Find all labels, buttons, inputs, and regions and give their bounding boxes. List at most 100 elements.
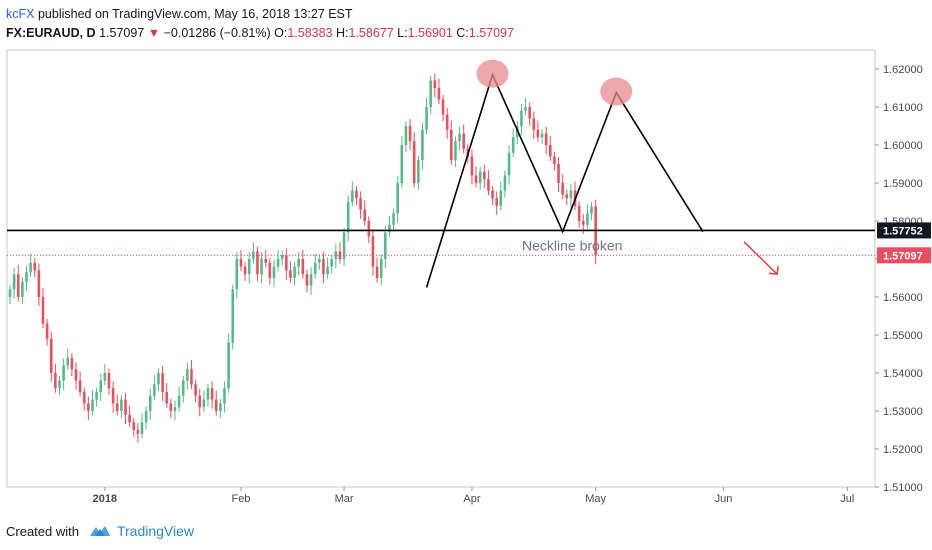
y-tick-label: 1.59000 (883, 178, 923, 190)
published-text: published on TradingView.com, May 16, 20… (37, 7, 353, 21)
candle-body (285, 255, 288, 271)
candle-body (198, 395, 202, 408)
neckline-price-marker-box (877, 222, 931, 239)
double-top-path (425, 72, 704, 288)
created-with-text: Created with (6, 523, 79, 539)
candle-body (243, 266, 247, 275)
plot-frame (6, 49, 876, 488)
candle-body (297, 259, 300, 267)
candle-body (25, 272, 28, 282)
candle-body (29, 262, 32, 273)
candle-body (289, 270, 292, 278)
candle-body (557, 164, 560, 183)
candle-body (227, 342, 230, 389)
x-tick-label: Apr (463, 493, 480, 505)
candle-body (111, 388, 115, 404)
candle-body (528, 107, 531, 119)
y-tick-label: 1.55000 (883, 330, 923, 342)
x-tick-label: Jun (715, 493, 733, 505)
candle-body (549, 145, 552, 157)
y-tick-label: 1.60000 (883, 140, 923, 152)
candle-body (181, 380, 185, 396)
candle-body (318, 259, 321, 263)
candle-body (165, 392, 169, 404)
y-tick-label: 1.62000 (883, 64, 923, 76)
candle-body (247, 259, 251, 275)
candle-body (8, 289, 12, 297)
candle-body (309, 274, 313, 286)
candle-body (520, 110, 523, 126)
candle-body (330, 259, 333, 267)
candle-body (503, 175, 507, 191)
candle-body (206, 388, 210, 400)
candle-body (437, 88, 441, 100)
candle-body (487, 179, 490, 191)
down-arrow-line (743, 241, 778, 275)
candle-body (41, 297, 45, 324)
chart-header: kcFX published on TradingView.com, May 1… (6, 5, 514, 43)
candle-body (375, 266, 379, 278)
candle-body (561, 183, 564, 195)
author-name[interactable]: kcFX (6, 7, 35, 21)
last-price: 1.57097 (99, 26, 145, 40)
candle-body (433, 80, 437, 88)
candle-body (417, 160, 420, 183)
candle-body (577, 205, 581, 221)
tradingview-brand-link[interactable]: TradingView (116, 523, 195, 539)
candle-body (507, 152, 511, 176)
candle-body (379, 259, 383, 278)
candle-body (363, 209, 366, 221)
candle-body (355, 190, 358, 199)
x-tick-label: Feb (231, 493, 250, 505)
y-tick-label: 1.52000 (883, 444, 923, 456)
tradingview-logo-icon (89, 526, 110, 536)
y-tick-label: 1.53000 (883, 406, 923, 418)
candle-body (132, 422, 136, 430)
candle-body (478, 171, 482, 183)
candle-body (120, 399, 123, 411)
candle-body (87, 403, 90, 411)
candle-body (441, 99, 445, 115)
candle-body (256, 251, 259, 275)
symbol-label[interactable]: FX:EURAUD, D (6, 26, 96, 40)
candle-body (186, 369, 189, 381)
candle-body (214, 399, 218, 411)
x-tick-label: 2018 (93, 493, 117, 505)
candle-body (91, 399, 94, 411)
candle-body (70, 357, 74, 370)
candle-body (553, 156, 556, 164)
candle-body (235, 259, 239, 290)
down-arrow-head (769, 266, 779, 276)
y-tick-label: 1.51000 (883, 482, 923, 494)
candle-body (177, 395, 181, 408)
open-value: 1.58383 (287, 26, 333, 40)
candle-body (21, 281, 24, 297)
candle-body (532, 118, 536, 130)
candle-body (128, 414, 131, 423)
candle-body (483, 171, 486, 180)
candle-body (388, 224, 391, 233)
y-tick-label: 1.56000 (883, 292, 923, 304)
high-value: 1.58677 (348, 26, 394, 40)
close-value: 1.57097 (468, 26, 514, 40)
candle-body (115, 403, 119, 411)
candle-body (260, 259, 263, 275)
candle-body (12, 274, 16, 290)
candle-body (124, 399, 127, 415)
candle-body (153, 384, 156, 396)
change-down-icon: ▼ (147, 26, 161, 40)
low-label: L: (397, 26, 408, 40)
candle-body (351, 190, 354, 202)
neckline-label: Neckline broken (522, 237, 622, 253)
candle-body (223, 388, 226, 404)
candle-body (16, 274, 20, 297)
candle-body (491, 190, 494, 199)
candle-body (450, 129, 453, 161)
candle-body (280, 255, 284, 259)
candle-body (272, 266, 276, 278)
candle-body (268, 262, 272, 278)
publish-line: kcFX published on TradingView.com, May 1… (6, 5, 514, 24)
candle-body (569, 190, 573, 199)
ohlc-line: FX:EURAUD, D 1.57097 ▼ −0.01286 (−0.81%)… (6, 24, 514, 43)
